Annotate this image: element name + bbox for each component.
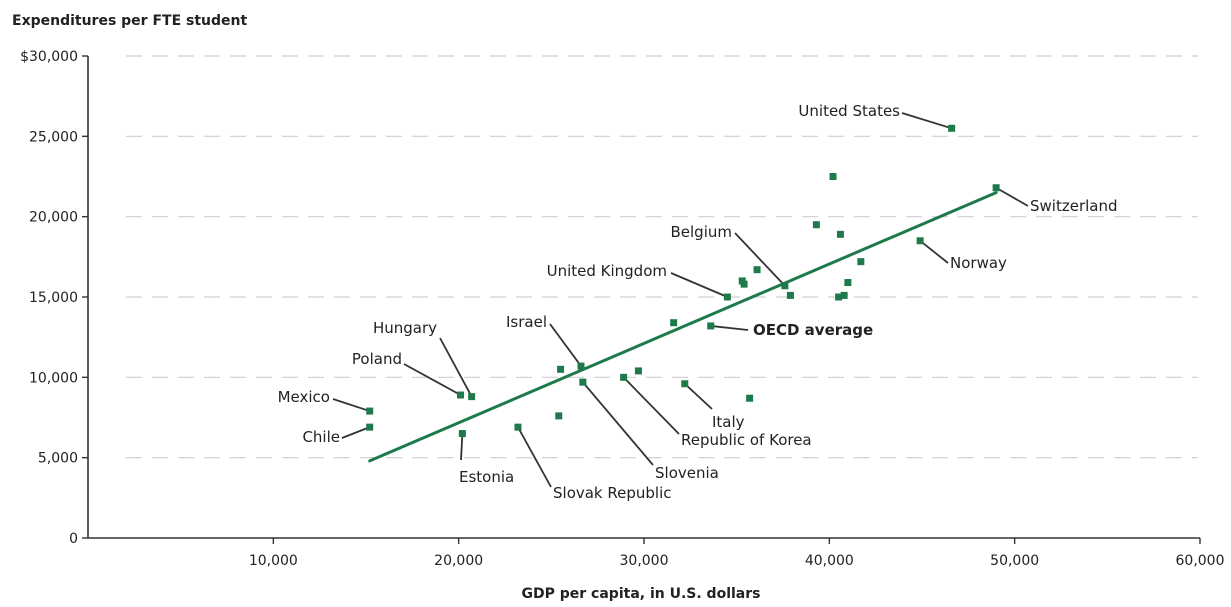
leader-line	[549, 323, 582, 367]
x-tick-label: 10,000	[249, 553, 298, 569]
point-label: Slovenia	[655, 464, 719, 482]
point-label: United States	[798, 102, 900, 120]
data-point	[836, 230, 844, 238]
data-point	[579, 378, 587, 386]
y-tick-label: 15,000	[29, 290, 78, 306]
data-point	[468, 393, 476, 401]
data-points	[366, 124, 1000, 438]
point-label: United Kingdom	[547, 262, 667, 280]
x-tick-label: 20,000	[434, 553, 483, 569]
point-label: Slovak Republic	[553, 484, 672, 502]
point-label: Italy	[712, 413, 745, 431]
point-label: Hungary	[373, 319, 437, 337]
leader-line	[919, 240, 949, 264]
data-point	[829, 173, 837, 180]
data-point	[781, 282, 789, 290]
data-point	[844, 279, 852, 287]
data-point	[746, 394, 754, 402]
data-point	[620, 373, 628, 381]
data-point	[634, 367, 642, 375]
point-labels: United States Switzerland Norway Belgium Uni…	[278, 102, 1118, 502]
data-point	[366, 423, 374, 431]
point-label: Belgium	[671, 223, 733, 241]
leader-line	[622, 376, 680, 435]
leader-line	[332, 398, 370, 412]
leader-line	[341, 426, 371, 439]
leader-line	[734, 232, 786, 287]
y-tick-label: 20,000	[29, 210, 78, 226]
x-axis-title: GDP per capita, in U.S. dollars	[522, 586, 761, 602]
point-label: Israel	[506, 313, 547, 331]
data-point	[707, 322, 715, 330]
x-tick-label: 50,000	[990, 553, 1039, 569]
leader-line	[670, 272, 728, 298]
trend-layer	[368, 191, 998, 463]
data-point	[992, 184, 1000, 192]
point-label: Switzerland	[1030, 197, 1118, 215]
y-tick-label: 5,000	[38, 451, 78, 467]
trend-line	[368, 191, 998, 463]
leader-line	[684, 383, 713, 410]
x-tick-label: 40,000	[805, 553, 854, 569]
data-point	[812, 221, 820, 229]
x-tick-label: 30,000	[620, 553, 669, 569]
chart-title: Expenditures per FTE student	[12, 13, 247, 29]
data-point	[786, 291, 794, 299]
y-tick-label: 0	[69, 531, 78, 547]
x-tick-label: 60,000	[1176, 553, 1225, 569]
data-point	[753, 266, 761, 274]
data-point	[948, 124, 956, 132]
data-point	[740, 280, 748, 288]
axes: 0 5,000 10,000 15,000 20,000 25,000 $30,000 10,…	[20, 49, 1224, 569]
y-tick-label: $30,000	[20, 49, 78, 65]
data-point	[366, 407, 374, 415]
data-point	[577, 362, 585, 370]
data-point	[681, 380, 689, 388]
point-label: Republic of Korea	[681, 431, 812, 449]
data-point	[514, 423, 522, 431]
grid-layer	[126, 55, 1198, 459]
point-label: Poland	[352, 350, 402, 368]
data-point	[457, 391, 465, 399]
leader-line	[460, 433, 464, 461]
leader-line	[582, 381, 654, 466]
leader-lines	[332, 112, 1029, 488]
data-point	[840, 291, 848, 299]
data-point	[723, 293, 731, 301]
leader-line	[710, 325, 749, 331]
data-point	[458, 430, 466, 438]
leader-line	[995, 186, 1029, 207]
leader-line	[517, 426, 552, 488]
data-point	[670, 319, 678, 327]
y-tick-label: 25,000	[29, 129, 78, 145]
point-label: OECD average	[753, 321, 873, 339]
data-point	[557, 365, 565, 373]
point-label: Norway	[950, 254, 1007, 272]
point-label: Chile	[302, 428, 340, 446]
leader-line	[901, 112, 952, 130]
data-point	[835, 293, 843, 301]
leader-line	[403, 363, 461, 396]
point-label: Estonia	[459, 468, 514, 486]
data-point	[857, 258, 865, 266]
point-label: Mexico	[278, 388, 330, 406]
leader-line	[439, 337, 473, 398]
data-point	[916, 237, 924, 245]
data-point	[555, 412, 563, 420]
y-tick-label: 10,000	[29, 370, 78, 386]
